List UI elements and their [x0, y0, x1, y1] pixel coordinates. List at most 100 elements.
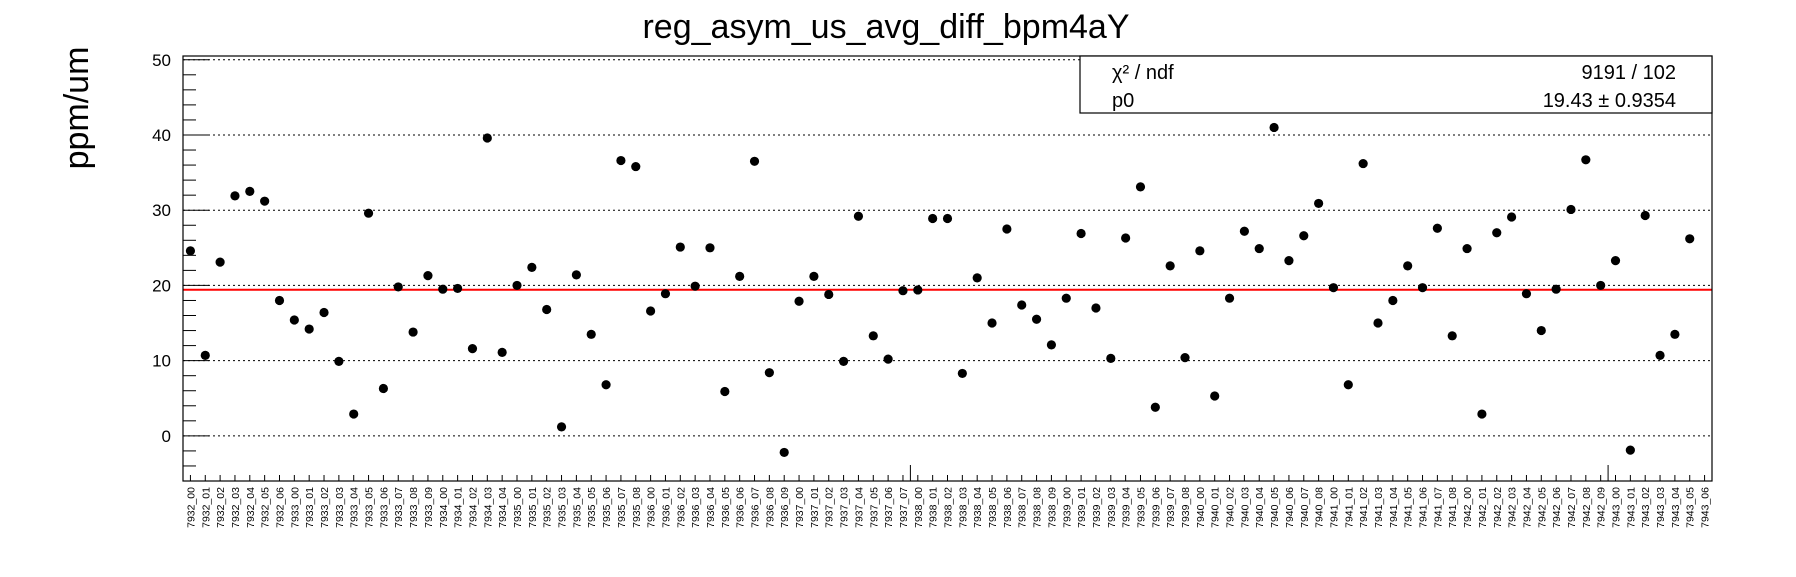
x-tick-label-7940_00: 7940_00 [1195, 487, 1207, 528]
data-point-7936_04 [705, 243, 715, 253]
data-point-7932_03 [230, 191, 240, 201]
y-tick-label-30: 30 [152, 201, 171, 220]
data-point-7939_01 [1076, 228, 1086, 239]
x-tick-label-7936_03: 7936_03 [690, 487, 702, 528]
x-tick-label-7935_08: 7935_08 [631, 487, 643, 528]
data-point-7940_01 [1210, 391, 1220, 401]
data-point-7939_02 [1091, 303, 1101, 313]
data-point-7937_00 [794, 296, 804, 306]
x-tick-label-7937_03: 7937_03 [839, 487, 851, 528]
data-point-7934_03 [482, 133, 492, 143]
data-point-7938_00 [913, 285, 923, 295]
data-point-7941_07 [1432, 223, 1442, 233]
x-tick-label-7936_06: 7936_06 [735, 487, 747, 528]
x-tick-label-7941_02: 7941_02 [1358, 487, 1370, 528]
x-tick-label-7933_07: 7933_07 [393, 487, 405, 528]
data-point-7943_04 [1670, 329, 1680, 339]
data-point-7934_02 [467, 344, 478, 354]
data-point-7943_05 [1685, 234, 1695, 244]
x-tick-label-7933_03: 7933_03 [334, 487, 346, 528]
data-point-7933_00 [289, 315, 299, 325]
data-point-7933_04 [349, 409, 359, 419]
data-point-7942_01 [1477, 409, 1487, 419]
stats-p0-label: p0 [1112, 90, 1134, 112]
x-tick-label-7943_06: 7943_06 [1700, 487, 1712, 528]
x-tick-label-7937_00: 7937_00 [794, 487, 806, 528]
data-point-7938_03 [957, 368, 967, 379]
data-point-7940_06 [1284, 256, 1294, 266]
x-tick-label-7939_08: 7939_08 [1180, 487, 1192, 528]
y-tick-label-0: 0 [162, 427, 171, 446]
data-point-7938_04 [972, 273, 982, 283]
x-tick-label-7938_01: 7938_01 [928, 487, 940, 528]
data-point-7942_06 [1551, 284, 1561, 294]
x-tick-label-7942_05: 7942_05 [1536, 487, 1548, 528]
x-tick-label-7936_07: 7936_07 [750, 487, 762, 528]
x-tick-label-7934_04: 7934_04 [497, 487, 509, 528]
x-tick-label-7943_04: 7943_04 [1670, 487, 1682, 528]
x-tick-label-7941_03: 7941_03 [1373, 487, 1385, 528]
x-tick-label-7939_02: 7939_02 [1091, 487, 1103, 528]
x-tick-label-7942_07: 7942_07 [1566, 487, 1578, 528]
data-point-7942_03 [1506, 212, 1517, 222]
x-tick-label-7938_04: 7938_04 [972, 487, 984, 528]
x-tick-label-7940_04: 7940_04 [1254, 487, 1266, 528]
x-tick-label-7941_06: 7941_06 [1418, 487, 1430, 528]
data-point-7937_01 [809, 271, 819, 281]
data-point-7940_08 [1314, 198, 1324, 209]
data-point-7939_08 [1180, 353, 1190, 363]
y-tick-label-50: 50 [152, 51, 171, 70]
data-point-7932_02 [215, 257, 225, 267]
x-tick-label-7938_07: 7938_07 [1017, 487, 1029, 528]
x-tick-label-7935_07: 7935_07 [616, 487, 628, 528]
data-point-7935_01 [527, 262, 537, 272]
data-point-7935_02 [542, 304, 552, 315]
x-tick-label-7943_05: 7943_05 [1685, 487, 1697, 528]
data-point-7933_05 [363, 208, 374, 218]
x-tick-label-7942_02: 7942_02 [1492, 487, 1504, 528]
data-point-7934_04 [497, 347, 507, 357]
data-point-7935_08 [631, 161, 641, 172]
stats-box-frame [1079, 55, 1713, 114]
x-tick-label-7936_05: 7936_05 [720, 487, 732, 528]
x-tick-label-7935_06: 7935_06 [601, 487, 613, 528]
x-tick-label-7938_06: 7938_06 [1002, 487, 1014, 528]
data-point-7934_00 [438, 284, 448, 294]
data-point-7941_06 [1417, 283, 1428, 293]
x-tick-label-7937_06: 7937_06 [883, 487, 895, 528]
data-point-7933_08 [408, 327, 418, 337]
data-point-7935_00 [512, 280, 522, 291]
x-tick-label-7937_07: 7937_07 [898, 487, 910, 528]
x-tick-label-7940_02: 7940_02 [1225, 487, 1237, 528]
data-point-7938_01 [928, 213, 938, 224]
x-tick-label-7935_04: 7935_04 [571, 487, 583, 528]
data-points [185, 122, 1695, 458]
x-tick-label-7933_06: 7933_06 [378, 487, 390, 528]
data-point-7936_07 [749, 156, 760, 166]
x-tick-label-7936_02: 7936_02 [675, 487, 687, 528]
x-tick-label-7937_05: 7937_05 [868, 487, 880, 528]
data-point-7939_05 [1135, 182, 1146, 192]
x-tick-label-7936_01: 7936_01 [660, 487, 672, 528]
data-point-7939_00 [1061, 293, 1071, 303]
data-point-7935_05 [586, 329, 596, 339]
x-tick-label-7932_02: 7932_02 [215, 487, 227, 528]
data-point-7943_03 [1655, 350, 1665, 360]
data-point-7942_04 [1521, 289, 1532, 299]
x-tick-label-7939_07: 7939_07 [1165, 487, 1177, 528]
x-tick-label-7933_08: 7933_08 [408, 487, 420, 528]
y-axis-label: ppm/um [58, 47, 96, 170]
data-point-7935_03 [556, 422, 567, 432]
x-tick-label-7940_01: 7940_01 [1210, 487, 1222, 528]
x-tick-label-7942_09: 7942_09 [1596, 487, 1608, 528]
x-tick-label-7939_00: 7939_00 [1061, 487, 1073, 528]
x-tick-label-7942_01: 7942_01 [1477, 487, 1489, 528]
data-point-7933_09 [423, 271, 433, 281]
stats-chi2-label: χ² / ndf [1112, 62, 1174, 84]
data-point-7935_06 [601, 380, 611, 390]
x-tick-label-7941_07: 7941_07 [1432, 487, 1444, 528]
data-point-7937_06 [883, 354, 893, 364]
data-point-7938_02 [942, 213, 953, 224]
x-tick-label-7942_04: 7942_04 [1521, 487, 1533, 528]
